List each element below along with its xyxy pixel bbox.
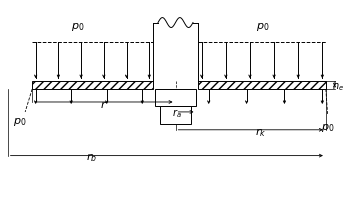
- Text: $r$: $r$: [100, 99, 107, 110]
- Text: $p_0$: $p_0$: [13, 116, 27, 128]
- Text: $p_0$: $p_0$: [256, 21, 270, 33]
- Text: $h_e$: $h_e$: [332, 79, 344, 93]
- Text: $r_b$: $r_b$: [86, 151, 97, 164]
- Text: $r_k$: $r_k$: [256, 126, 267, 139]
- Bar: [154, 89, 197, 106]
- Bar: [160, 106, 191, 124]
- Text: $r_a$: $r_a$: [172, 108, 181, 120]
- Text: $p_0$: $p_0$: [71, 21, 84, 33]
- Bar: [198, 81, 326, 89]
- Text: $p_0$: $p_0$: [321, 122, 334, 134]
- Bar: [32, 81, 153, 89]
